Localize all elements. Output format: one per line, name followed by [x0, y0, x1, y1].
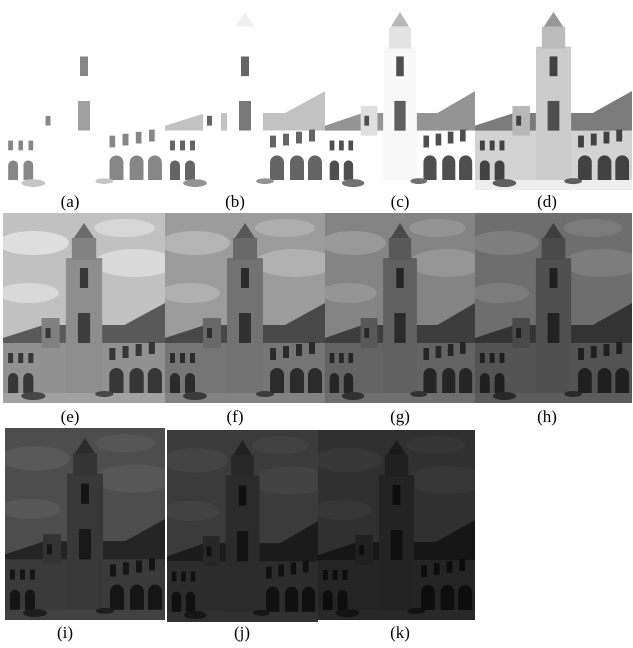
caption: (k) — [370, 623, 430, 643]
image-panel — [5, 428, 165, 620]
image-panel — [165, 213, 325, 403]
caption: (i) — [35, 623, 95, 643]
caption: (a) — [40, 192, 100, 212]
caption: (f) — [205, 407, 265, 427]
image-panel — [165, 2, 325, 190]
caption: (d) — [517, 192, 577, 212]
figure: (a) (b) (c) (d) (e) (f) (g) (h) (i) (j) … — [0, 0, 633, 648]
image-panel — [318, 430, 475, 620]
image-panel — [475, 2, 632, 190]
caption: (h) — [517, 407, 577, 427]
image-panel — [475, 213, 632, 403]
image-panel — [167, 430, 318, 622]
image-panel — [325, 2, 475, 190]
image-panel — [325, 213, 475, 403]
image-panel — [3, 213, 165, 403]
caption: (e) — [40, 407, 100, 427]
caption: (j) — [212, 623, 272, 643]
caption: (b) — [205, 192, 265, 212]
image-panel — [3, 2, 165, 190]
caption: (c) — [370, 192, 430, 212]
caption: (g) — [370, 407, 430, 427]
